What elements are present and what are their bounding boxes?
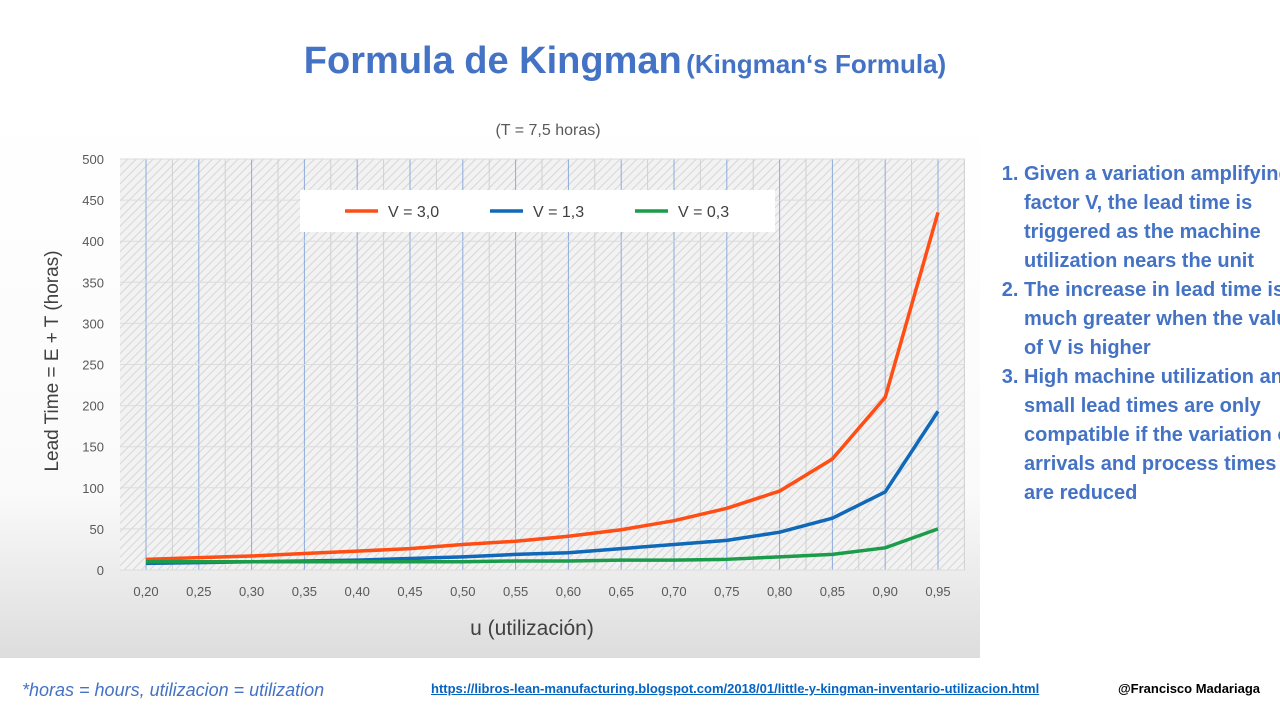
y-tick-label: 500 xyxy=(82,152,104,167)
y-tick-label: 450 xyxy=(82,193,104,208)
legend-label: V = 1,3 xyxy=(533,204,584,221)
x-axis-label: u (utilización) xyxy=(470,617,594,640)
y-tick-label: 100 xyxy=(82,481,104,496)
y-tick-label: 0 xyxy=(97,563,104,578)
footnote: *horas = hours, utilizacion = utilizatio… xyxy=(22,680,325,700)
x-tick-label: 0,20 xyxy=(133,584,158,599)
chart: (T = 7,5 horas) 0 50 100 150 200 250 300 350 400… xyxy=(0,108,980,658)
series-line xyxy=(145,211,940,562)
y-tick-label: 150 xyxy=(82,440,104,455)
legend-box xyxy=(300,190,775,232)
x-tick-label: 0,75 xyxy=(714,584,739,599)
y-tick-label: 250 xyxy=(82,358,104,373)
source-link[interactable]: https://libros-lean-manufacturing.blogsp… xyxy=(431,681,1040,696)
x-tick-label: 0,80 xyxy=(767,584,792,599)
x-tick-label: 0,85 xyxy=(820,584,845,599)
y-axis-label: Lead Time = E + T (horas) xyxy=(42,250,63,471)
x-tick-label: 0,55 xyxy=(503,584,528,599)
x-tick-label: 0,70 xyxy=(661,584,686,599)
note-item: Given a variation amplifying factor V, t… xyxy=(1024,160,1280,276)
y-tick-label: 200 xyxy=(82,399,104,414)
note-item: The increase in lead time is much greate… xyxy=(1024,276,1280,363)
x-tick-label: 0,45 xyxy=(397,584,422,599)
x-tick-label: 0,30 xyxy=(239,584,264,599)
y-tick-label: 50 xyxy=(90,522,104,537)
y-tick-label: 350 xyxy=(82,275,104,290)
y-tick-label: 300 xyxy=(82,316,104,331)
legend-label: V = 3,0 xyxy=(388,204,439,221)
chart-title: (T = 7,5 horas) xyxy=(495,122,600,139)
legend-label: V = 0,3 xyxy=(678,204,729,221)
notes-list: Given a variation amplifying factor V, t… xyxy=(988,160,1280,508)
x-tick-label: 0,65 xyxy=(609,584,634,599)
y-tick-label: 400 xyxy=(82,234,104,249)
slide-title: Formula de Kingman (Kingman‘s Formula) xyxy=(303,40,947,82)
x-tick-label: 0,50 xyxy=(450,584,475,599)
note-item: High machine utilization and small lead … xyxy=(1024,363,1280,508)
x-tick-label: 0,90 xyxy=(873,584,898,599)
x-tick-label: 0,95 xyxy=(925,584,950,599)
x-tick-label: 0,35 xyxy=(292,584,317,599)
x-tick-label: 0,25 xyxy=(186,584,211,599)
author: @Francisco Madariaga xyxy=(1118,681,1261,696)
x-tick-label: 0,40 xyxy=(345,584,370,599)
series-line xyxy=(146,527,939,564)
x-tick-label: 0,60 xyxy=(556,584,581,599)
